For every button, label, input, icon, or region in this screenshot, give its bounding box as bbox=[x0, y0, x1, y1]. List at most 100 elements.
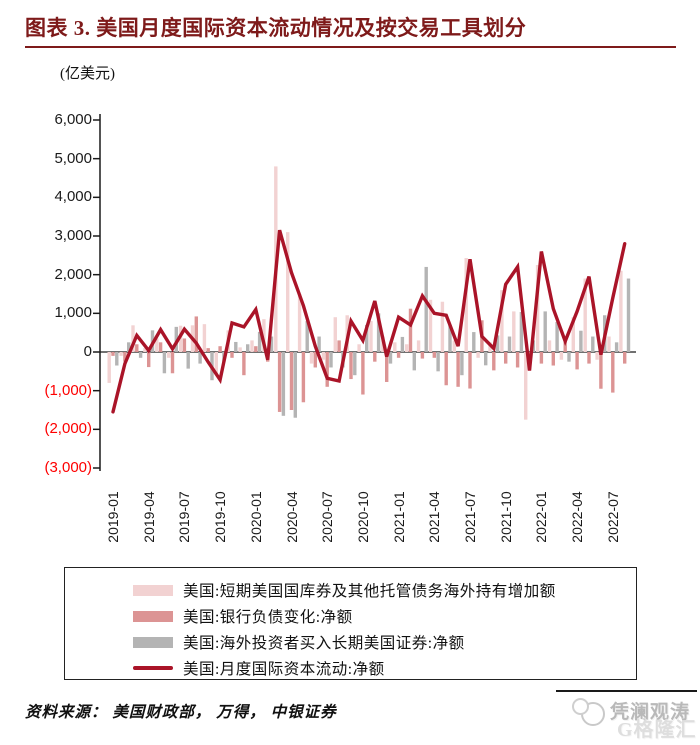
bar-securities bbox=[614, 342, 619, 352]
bar-bills bbox=[357, 344, 361, 352]
y-axis-label: 3,000 bbox=[54, 226, 92, 244]
bar-bills bbox=[524, 352, 528, 420]
bar-securities bbox=[127, 342, 131, 352]
flow-line bbox=[111, 229, 627, 414]
bar-securities bbox=[579, 330, 583, 352]
bar-bills bbox=[167, 352, 171, 358]
bar-bank bbox=[492, 352, 496, 371]
y-axis-label: (2,000) bbox=[44, 420, 92, 438]
bar-securities bbox=[365, 324, 369, 352]
bar-bills bbox=[131, 325, 135, 352]
bar-bank bbox=[325, 352, 329, 387]
bar-bills bbox=[262, 319, 266, 352]
legend-swatch-bar bbox=[133, 584, 173, 596]
bar-securities bbox=[138, 352, 143, 358]
bar-bank bbox=[527, 352, 532, 370]
watermark-divider bbox=[556, 690, 697, 692]
bar-securities bbox=[186, 352, 190, 369]
bar-securities bbox=[603, 315, 607, 352]
bar-bank bbox=[254, 346, 258, 352]
bar-bills bbox=[559, 352, 564, 360]
bar-securities bbox=[519, 311, 524, 352]
bar-securities bbox=[555, 322, 559, 352]
bar-bills bbox=[619, 270, 623, 352]
bar-securities bbox=[591, 336, 595, 352]
bar-securities bbox=[388, 352, 393, 364]
x-axis-label: 2021-07 bbox=[462, 491, 478, 543]
figure-title: 图表 3. 美国月度国际资本流动情况及按交易工具划分 bbox=[25, 16, 527, 40]
bar-bank bbox=[444, 352, 448, 386]
bar-bills bbox=[250, 340, 254, 352]
bar-bills bbox=[107, 352, 111, 383]
bar-securities bbox=[484, 352, 488, 366]
watermark-logo-icon bbox=[572, 698, 606, 726]
bar-bank bbox=[230, 352, 234, 358]
bar-bills bbox=[297, 294, 302, 352]
bar-securities bbox=[412, 352, 416, 371]
bar-bank bbox=[349, 352, 353, 380]
bar-bank bbox=[432, 352, 436, 358]
bar-bills bbox=[381, 336, 385, 352]
x-axis-label: 2020-01 bbox=[247, 491, 264, 543]
bar-bills bbox=[583, 278, 587, 352]
legend-label: 美国:银行负债变化:净额 bbox=[183, 609, 353, 626]
bar-bills bbox=[286, 232, 290, 352]
x-axis-label: 2020-04 bbox=[283, 491, 300, 543]
bar-bills bbox=[345, 315, 349, 352]
bar-bills bbox=[464, 258, 468, 352]
bar-bank bbox=[623, 352, 627, 364]
bar-bank bbox=[242, 352, 246, 376]
bar-bank bbox=[135, 344, 139, 352]
bar-bills bbox=[333, 317, 337, 352]
bar-bills bbox=[440, 301, 445, 352]
bar-bills bbox=[500, 290, 504, 352]
bar-securities bbox=[210, 352, 214, 381]
x-axis-label: 2022-01 bbox=[533, 491, 550, 543]
bar-bills bbox=[321, 352, 326, 360]
bar-bills bbox=[190, 325, 195, 352]
bar-securities bbox=[626, 278, 631, 352]
x-axis-label: 2019-10 bbox=[212, 491, 229, 543]
x-axis-label: 2021-04 bbox=[426, 491, 443, 543]
bar-securities bbox=[472, 332, 476, 352]
bar-securities bbox=[436, 352, 440, 372]
x-axis-label: 2019-01 bbox=[105, 491, 121, 543]
bar-securities bbox=[269, 336, 274, 352]
bar-bills bbox=[547, 340, 552, 352]
legend-item: 美国:月度国际资本流动:净额 bbox=[133, 655, 636, 681]
bar-securities bbox=[376, 313, 381, 352]
title-underline bbox=[25, 46, 676, 48]
bar-securities bbox=[281, 352, 286, 416]
bar-bank bbox=[289, 352, 294, 410]
bar-bank bbox=[599, 352, 603, 389]
bar-bills bbox=[274, 166, 278, 352]
bar-securities bbox=[400, 336, 405, 352]
legend-item: 美国:银行负债变化:净额 bbox=[133, 603, 636, 629]
bar-securities bbox=[448, 324, 452, 352]
bar-securities bbox=[174, 326, 178, 352]
y-axis-label: (1,000) bbox=[44, 381, 92, 399]
bar-bank bbox=[551, 352, 555, 366]
bar-securities bbox=[567, 352, 571, 362]
bar-bank bbox=[515, 352, 520, 368]
bar-securities bbox=[424, 266, 428, 352]
bar-securities bbox=[293, 352, 297, 418]
bar-securities bbox=[115, 352, 119, 366]
bar-bank bbox=[504, 352, 508, 364]
bar-bank bbox=[158, 342, 163, 352]
bar-bills bbox=[405, 344, 409, 352]
bar-bills bbox=[607, 336, 611, 352]
bar-securities bbox=[234, 341, 238, 352]
bar-bank bbox=[587, 352, 591, 364]
bar-bills bbox=[488, 342, 492, 352]
y-axis-label: 0 bbox=[83, 343, 92, 360]
bar-bills bbox=[226, 330, 230, 352]
legend: 美国:短期美国国库券及其他托管债务海外持有增加额 美国:银行负债变化:净额 美国:海… bbox=[64, 567, 637, 680]
bar-bank bbox=[111, 352, 115, 356]
bar-bank bbox=[385, 352, 389, 382]
bar-bills bbox=[428, 299, 433, 352]
bar-bills bbox=[214, 352, 218, 376]
bar-securities bbox=[198, 352, 202, 364]
bar-bank bbox=[456, 352, 460, 387]
